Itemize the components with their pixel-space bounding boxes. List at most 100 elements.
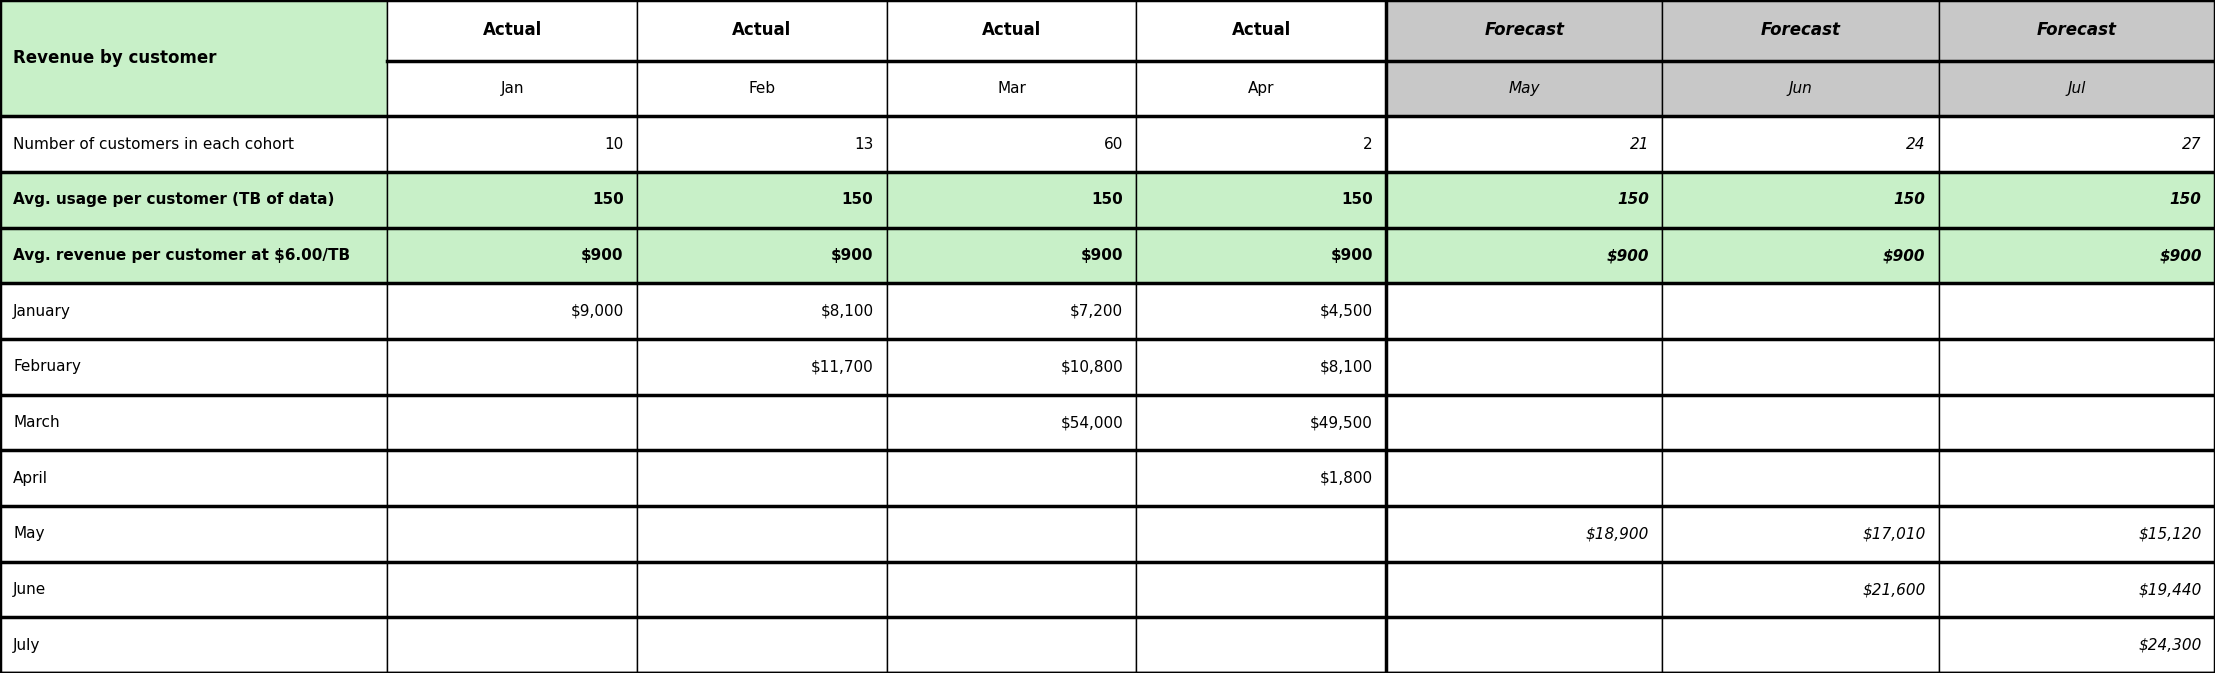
Text: Forecast: Forecast [1484,22,1564,39]
Text: 60: 60 [1103,137,1123,151]
Text: $18,900: $18,900 [1586,526,1650,541]
Text: Feb: Feb [749,81,775,96]
Bar [0,394,388,450]
Bar [388,506,638,562]
Text: $900: $900 [1081,248,1123,263]
Bar [1663,116,1938,172]
Bar [1387,562,1663,617]
Bar [1136,506,1387,562]
Bar [1938,172,2215,227]
Text: March: March [13,415,60,430]
Text: $900: $900 [1331,248,1373,263]
Bar [1938,339,2215,394]
Bar [886,283,1136,339]
Bar [886,617,1136,673]
Text: $54,000: $54,000 [1061,415,1123,430]
Text: Revenue by customer: Revenue by customer [13,49,217,67]
Bar [886,61,1136,116]
Text: Forecast: Forecast [2038,22,2118,39]
Bar [1663,562,1938,617]
Bar [638,394,886,450]
Bar [1938,227,2215,283]
Bar [886,339,1136,394]
Bar [1387,617,1663,673]
Bar [0,617,388,673]
Bar [638,0,886,61]
Bar [1663,617,1938,673]
Bar [1136,562,1387,617]
Bar [1387,394,1663,450]
Bar [1663,339,1938,394]
Text: $900: $900 [2160,248,2202,263]
Text: $900: $900 [1883,248,1925,263]
Text: Jul: Jul [2067,81,2087,96]
Text: Actual: Actual [1232,22,1291,39]
Bar [0,172,388,227]
Text: July: July [13,638,40,653]
Text: May: May [1508,81,1539,96]
Text: $10,800: $10,800 [1061,359,1123,374]
Text: May: May [13,526,44,541]
Bar [0,450,388,506]
Bar [1136,0,1387,61]
Text: Number of customers in each cohort: Number of customers in each cohort [13,137,295,151]
Bar [1387,450,1663,506]
Bar [0,562,388,617]
Bar [638,283,886,339]
Bar [1136,227,1387,283]
Bar [1663,506,1938,562]
Bar [886,0,1136,61]
Bar [388,172,638,227]
Bar [1938,506,2215,562]
Text: 21: 21 [1630,137,1650,151]
Bar [886,506,1136,562]
Bar [1938,0,2215,61]
Bar [388,617,638,673]
Bar [1938,450,2215,506]
Bar [886,172,1136,227]
Bar [886,394,1136,450]
Bar [388,227,638,283]
Text: 27: 27 [2182,137,2202,151]
Bar [0,227,388,283]
Bar [388,0,638,61]
Bar [1938,617,2215,673]
Bar [638,450,886,506]
Text: $900: $900 [1606,248,1650,263]
Bar [388,339,638,394]
Text: January: January [13,304,71,319]
Bar [0,116,388,172]
Bar [1938,61,2215,116]
Text: 150: 150 [1340,192,1373,207]
Bar [1663,227,1938,283]
Bar [638,506,886,562]
Text: 24: 24 [1905,137,1925,151]
Bar [886,116,1136,172]
Bar [1136,283,1387,339]
Bar [388,562,638,617]
Bar [388,116,638,172]
Bar [0,339,388,394]
Text: February: February [13,359,82,374]
Bar [886,227,1136,283]
Text: Apr: Apr [1247,81,1274,96]
Text: $15,120: $15,120 [2137,526,2202,541]
Text: $4,500: $4,500 [1320,304,1373,319]
Text: Actual: Actual [981,22,1041,39]
Text: Avg. usage per customer (TB of data): Avg. usage per customer (TB of data) [13,192,334,207]
Text: Forecast: Forecast [1761,22,1841,39]
Text: Actual: Actual [483,22,543,39]
Text: Jan: Jan [501,81,525,96]
Text: 13: 13 [855,137,873,151]
Text: April: April [13,470,49,486]
Text: $8,100: $8,100 [820,304,873,319]
Text: 2: 2 [1362,137,1373,151]
Bar [1387,283,1663,339]
Text: 150: 150 [1092,192,1123,207]
Bar [1136,394,1387,450]
Bar [388,450,638,506]
Bar [1136,339,1387,394]
Bar [1136,116,1387,172]
Text: Mar: Mar [997,81,1026,96]
Bar [1663,61,1938,116]
